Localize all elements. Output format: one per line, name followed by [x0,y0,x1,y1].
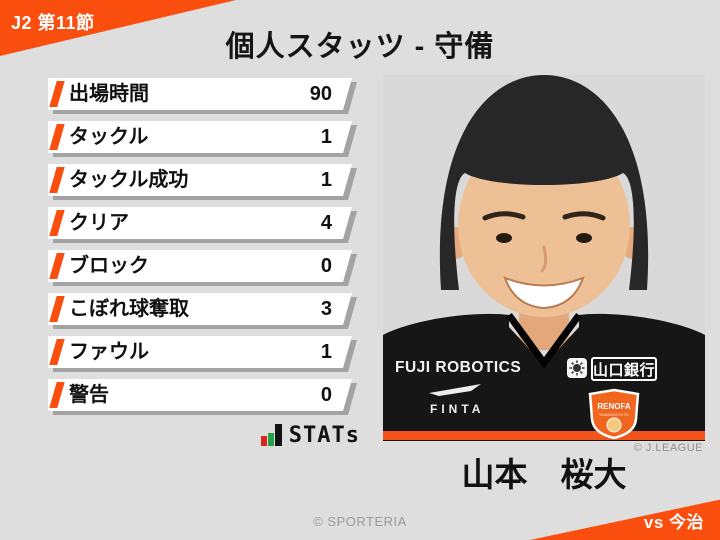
stat-value: 1 [320,126,332,148]
stats-wordmark: STATs [48,421,360,447]
jersey-brand-swoosh-icon [429,384,481,396]
bar-face [48,250,352,282]
page-title: 個人スタッツ - 守備 [225,31,495,63]
stat-value: 90 [309,83,332,105]
crest-club-text: RENOFA [597,402,631,411]
bar-chart-icon [260,424,282,447]
stats-list: 出場時間 90 タックル 1 タックル成功 1 クリア 4 [48,78,352,422]
stat-label: ブロック [69,255,149,277]
round-label: J2 第11節 [11,13,95,33]
player-photo: FUJI ROBOTICS FINTA 山口銀行 REN [379,75,709,441]
jersey-bank-text: 山口銀行 [593,361,655,379]
bar-face [48,293,352,325]
stat-label: 出場時間 [69,83,149,105]
bar-face [48,336,352,368]
crest-club-sub-text: YAMAGUCHI FC [599,412,629,417]
player-name: 山本 桜大 [461,456,627,493]
stat-label: タックル [69,126,149,148]
footer-credit: © SPORTERIA [313,514,407,529]
stat-label: 警告 [69,384,109,406]
stat-row: ファウル 1 [48,336,352,368]
bar-face [48,164,352,196]
stat-row: ブロック 0 [48,250,352,282]
club-crest: RENOFA YAMAGUCHI FC [588,388,640,440]
stat-value: 0 [320,255,332,277]
stat-label: クリア [69,212,129,234]
stat-value: 0 [320,384,332,406]
stat-label: タックル成功 [69,169,189,191]
stat-row: タックル成功 1 [48,164,352,196]
stat-row: 出場時間 90 [48,78,352,110]
bar-face [48,379,352,411]
stat-value: 4 [320,212,332,234]
stat-value: 3 [320,298,332,320]
stat-row: クリア 4 [48,207,352,239]
stat-row: 警告 0 [48,379,352,411]
stat-value: 1 [320,169,332,191]
photo-credit: © J.LEAGUE [633,442,703,454]
bar-face [48,78,352,110]
stat-value: 1 [320,341,332,363]
stat-row: こぼれ球奪取 3 [48,293,352,325]
jersey-brand-text: FINTA [430,402,484,416]
bank-sun-icon [567,358,587,378]
player-portrait-illustration: FUJI ROBOTICS FINTA 山口銀行 REN [379,75,709,441]
stats-wordmark-label: STATs [288,423,360,448]
stat-label: こぼれ球奪取 [69,298,189,320]
bar-face [48,207,352,239]
opponent-label: vs 今治 [643,513,704,532]
bar-face [48,121,352,153]
stat-label: ファウル [69,341,149,363]
jersey-sponsor-text: FUJI ROBOTICS [395,359,521,376]
stat-row: タックル 1 [48,121,352,153]
